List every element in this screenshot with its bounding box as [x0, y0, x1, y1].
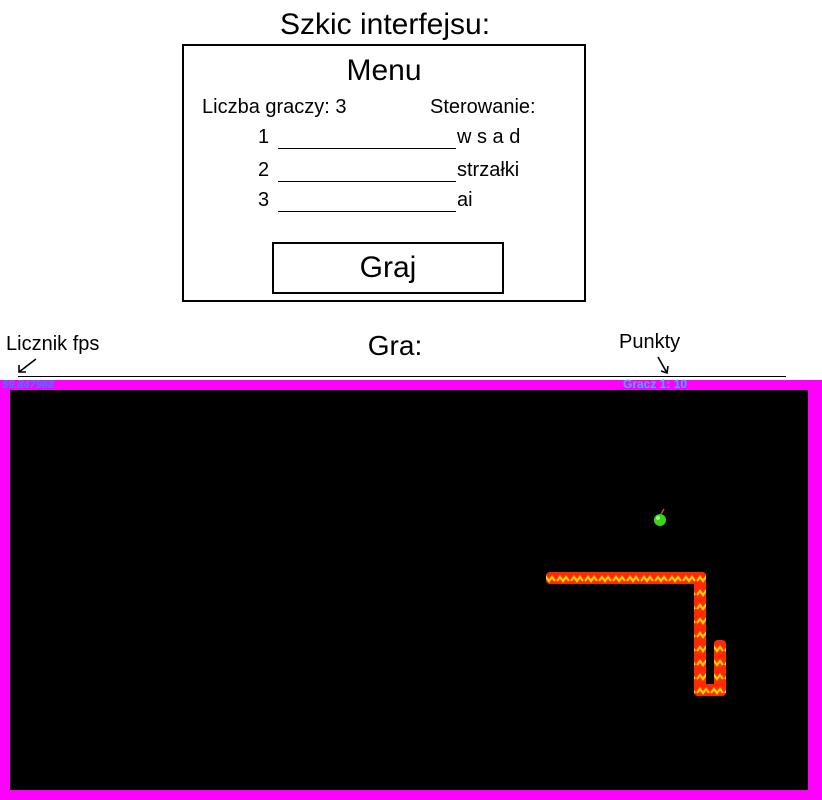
apple-icon	[654, 508, 666, 526]
player-name-field[interactable]	[278, 129, 456, 149]
snake-segment	[694, 572, 706, 696]
sketch-divider	[18, 376, 786, 377]
fps-counter-annotation: Licznik fps	[6, 333, 100, 355]
game-board-border	[0, 380, 822, 800]
player-number: 2	[258, 159, 270, 181]
snake	[546, 572, 726, 696]
player-control[interactable]: w s a d	[457, 126, 521, 148]
player-name-field[interactable]	[278, 192, 456, 212]
player-row-3: 3 ai	[258, 189, 473, 212]
game-playfield	[546, 508, 726, 696]
player-number: 3	[258, 189, 270, 211]
score-display: Gracz 1: 10	[623, 377, 688, 391]
game-title: Gra:	[367, 330, 423, 361]
player-row-1: 1 w s a d	[258, 126, 520, 149]
play-button[interactable]: Graj	[272, 242, 504, 294]
controls-header: Sterowanie:	[430, 96, 536, 118]
player-number: 1	[258, 126, 270, 148]
snake-segment	[546, 572, 706, 584]
fps-counter: 59.847988	[2, 379, 54, 391]
sketch-title: Szkic interfejsu:	[279, 8, 491, 41]
player-row-2: 2 strzałki	[258, 159, 519, 182]
menu-panel: Menu Liczba graczy: 3 Sterowanie: 1 w s …	[182, 44, 586, 302]
player-control[interactable]: strzałki	[457, 159, 520, 181]
game-board[interactable]	[10, 390, 808, 790]
players-count-label[interactable]: Liczba graczy: 3	[202, 96, 347, 118]
menu-title: Menu	[346, 54, 422, 87]
snake-segment	[714, 640, 726, 696]
points-annotation: Punkty	[619, 331, 681, 353]
player-name-field[interactable]	[278, 162, 456, 182]
player-control[interactable]: ai	[457, 189, 473, 211]
